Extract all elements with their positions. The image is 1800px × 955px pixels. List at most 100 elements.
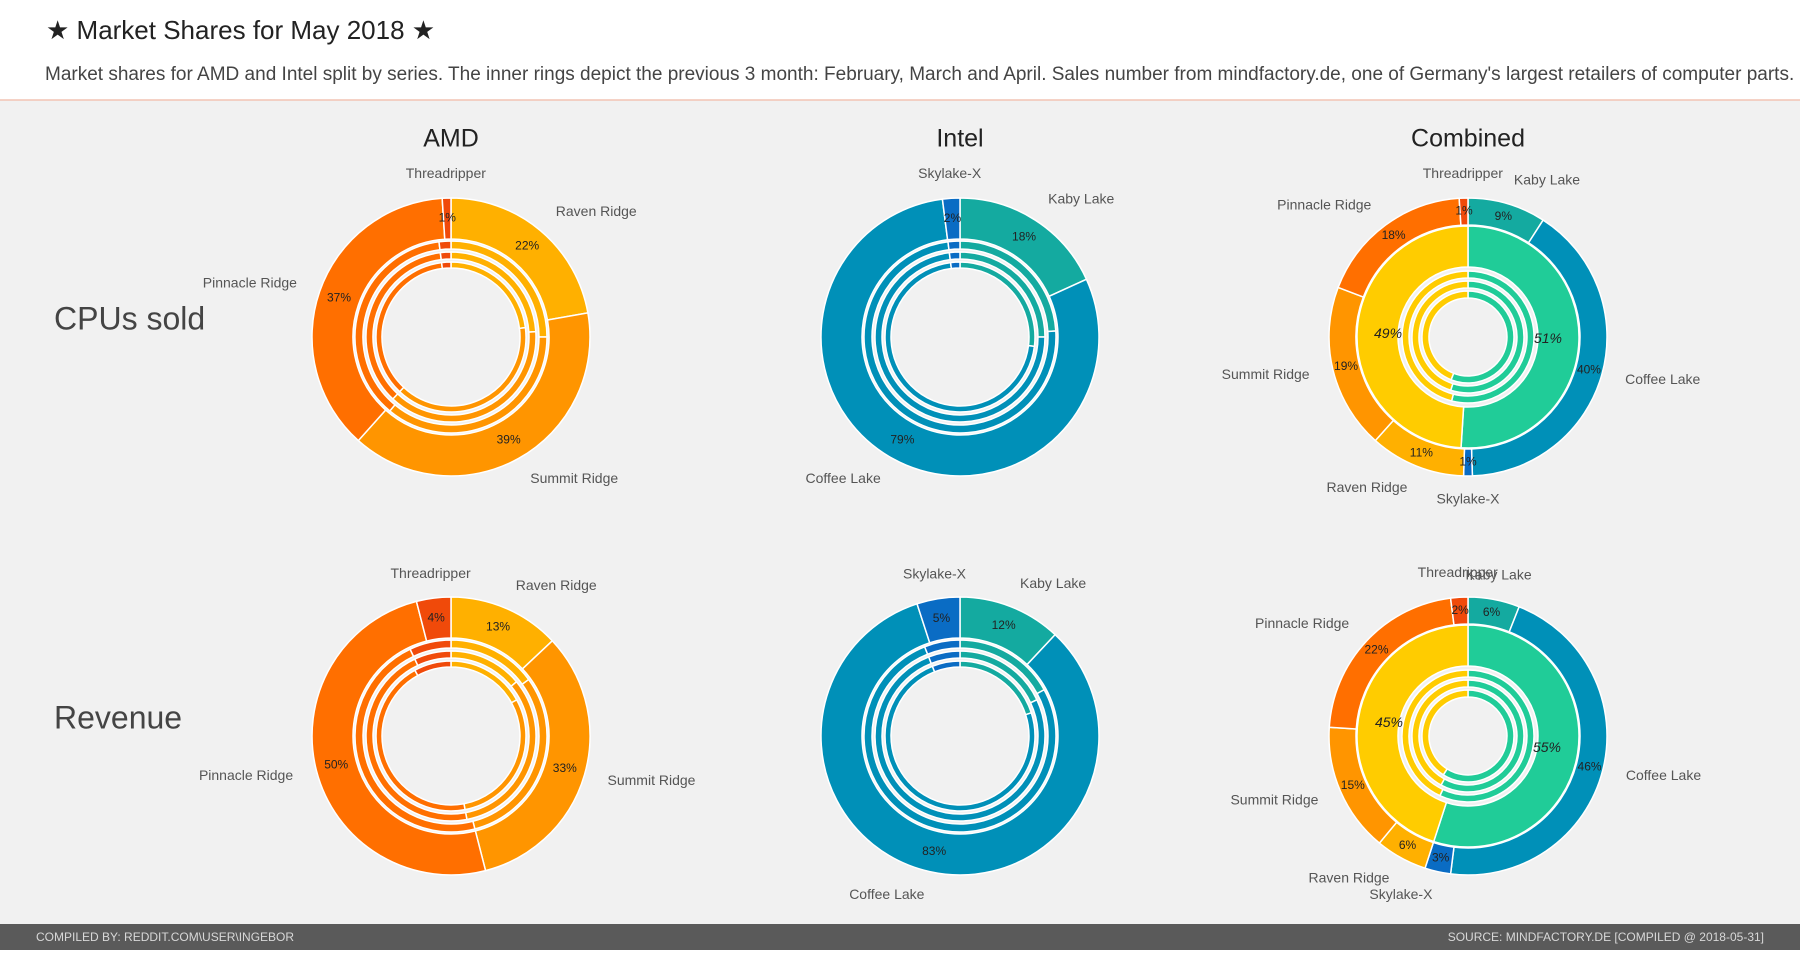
outer-segment [311,197,446,442]
category-label: Summit Ridge [1230,791,1318,807]
outer-segment [415,596,452,642]
value-label: 39% [497,433,521,447]
outer-segment [311,600,487,876]
outer-segment [1458,197,1469,227]
inner-segment [949,261,961,270]
category-label: Threadripper [1423,165,1503,181]
middle-value-label: 45% [1375,714,1403,730]
category-label: Raven Ridge [1309,870,1390,886]
inner-segment [1401,270,1469,402]
category-label: Threadripper [390,565,470,581]
value-label: 1% [1455,204,1473,218]
middle-segment [1356,624,1469,843]
category-label: Raven Ridge [1326,479,1407,495]
middle-value-label: 49% [1374,325,1402,341]
category-label: Skylake-X [903,566,967,582]
footer-left: COMPILED BY: REDDIT.COM\USER\INGEBOR [36,930,294,944]
category-label: Threadripper [406,165,486,181]
value-label: 33% [553,761,577,775]
value-label: 22% [1364,642,1388,656]
inner-segment [1421,689,1469,776]
middle-value-label: 55% [1533,739,1561,755]
middle-segment [1432,624,1580,848]
category-label: Pinnacle Ridge [1277,196,1371,212]
value-label: 18% [1012,229,1036,243]
inner-segment [948,251,961,261]
inner-segment [1411,280,1469,392]
outer-segment [916,596,961,644]
value-label: 9% [1495,209,1513,223]
outer-segment [820,198,1100,477]
value-label: 46% [1578,759,1602,773]
value-label: 6% [1483,605,1501,619]
value-label: 4% [427,611,445,625]
value-label: 15% [1341,778,1365,792]
category-label: Coffee Lake [1625,371,1700,387]
footer-right: SOURCE: MINDFACTORY.DE [COMPILED @ 2018-… [1448,930,1764,944]
value-label: 22% [515,238,539,252]
value-label: 2% [1451,603,1469,617]
middle-segment [1460,225,1580,449]
category-label: Pinnacle Ridge [1255,615,1349,631]
outer-segment [941,197,961,241]
inner-segment [947,240,961,251]
outer-segment [820,602,1100,876]
category-label: Skylake-X [918,165,982,181]
column-title: Intel [936,125,983,153]
subtitle: Market shares for AMD and Intel split by… [45,64,1794,85]
inner-segment [413,650,452,667]
value-label: 40% [1577,363,1601,377]
inner-segment [440,261,452,270]
inner-segment [927,650,961,665]
middle-value-label: 51% [1534,330,1562,346]
middle-segment [1356,225,1469,449]
outer-segment [357,311,591,477]
value-label: 13% [486,619,510,633]
header-background [0,0,1800,100]
category-label: Kaby Lake [1514,171,1580,187]
category-label: Kaby Lake [1465,567,1531,583]
value-label: 19% [1334,359,1358,373]
category-label: Kaby Lake [1020,575,1086,591]
value-label: 12% [992,618,1016,632]
row-label: CPUs sold [54,300,205,336]
value-label: 83% [922,844,946,858]
column-title: AMD [423,125,479,153]
category-label: Coffee Lake [805,470,880,486]
category-label: Summit Ridge [1222,366,1310,382]
category-label: Kaby Lake [1048,191,1114,207]
column-title: Combined [1411,125,1525,153]
category-label: Raven Ridge [516,577,597,593]
category-label: Pinnacle Ridge [203,274,297,290]
inner-segment [439,251,452,261]
value-label: 1% [439,211,457,225]
inner-segment [1411,679,1469,787]
value-label: 1% [1459,455,1477,469]
inner-segment [923,639,961,656]
row-label: Revenue [54,699,182,735]
inner-segment [1421,290,1469,381]
value-label: 18% [1382,228,1406,242]
value-label: 5% [933,611,951,625]
inner-segment [1401,669,1469,797]
value-label: 79% [890,433,914,447]
inner-segment [438,240,452,251]
value-label: 37% [327,290,351,304]
category-label: Skylake-X [1369,886,1433,902]
category-label: Skylake-X [1436,491,1500,507]
category-label: Summit Ridge [530,470,618,486]
category-label: Pinnacle Ridge [199,767,293,783]
category-label: Summit Ridge [608,772,696,788]
footer-bar [0,924,1800,950]
inner-segment [409,639,452,658]
outer-segment [1449,596,1469,626]
category-label: Threadripper [1418,564,1498,580]
value-label: 3% [1432,851,1450,865]
category-label: Coffee Lake [1626,767,1701,783]
value-label: 11% [1410,446,1433,460]
inner-segment [413,660,452,677]
category-label: Raven Ridge [556,203,637,219]
title: ★ Market Shares for May 2018 ★ [46,15,435,45]
